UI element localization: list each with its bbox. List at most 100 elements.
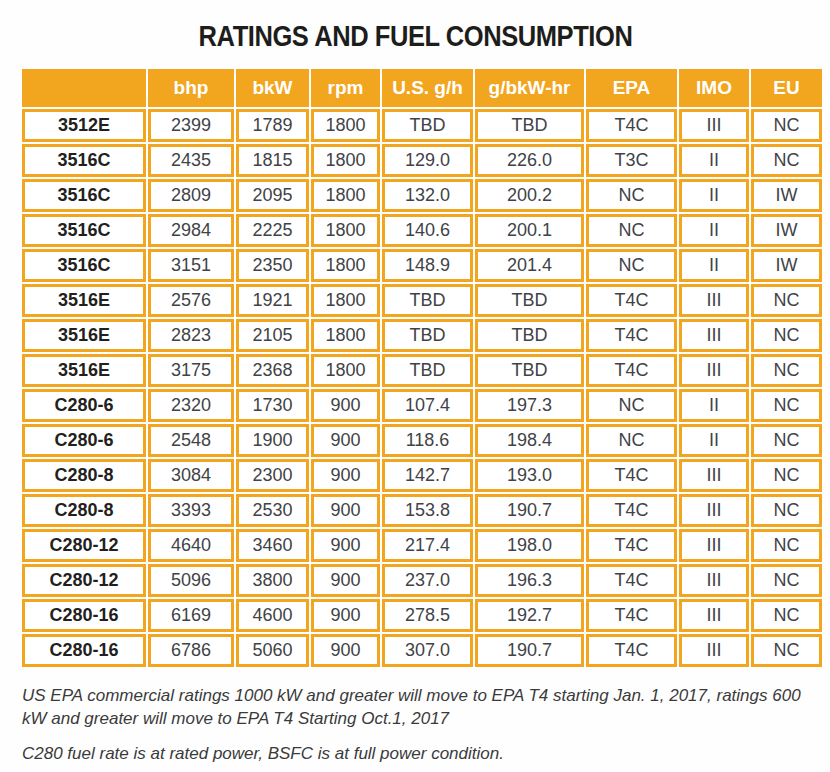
value-cell: NC bbox=[751, 389, 822, 422]
value-cell: 3800 bbox=[236, 564, 309, 597]
value-cell: 1800 bbox=[311, 284, 380, 317]
value-cell: NC bbox=[751, 529, 822, 562]
value-cell: NC bbox=[751, 494, 822, 527]
value-cell: T4C bbox=[586, 599, 677, 632]
table-row: 3516C243518151800129.0226.0T3CIINC bbox=[22, 144, 822, 177]
value-cell: NC bbox=[751, 354, 822, 387]
value-cell: IW bbox=[751, 179, 822, 212]
value-cell: 2576 bbox=[148, 284, 234, 317]
table-header-row: bhp bkW rpm U.S. g/h g/bkW-hr EPA IMO EU bbox=[22, 69, 822, 107]
value-cell: 1730 bbox=[236, 389, 309, 422]
model-cell: 3516C bbox=[22, 179, 146, 212]
value-cell: 1800 bbox=[311, 354, 380, 387]
table-row: 3516C315123501800148.9201.4NCIIIW bbox=[22, 249, 822, 282]
value-cell: III bbox=[679, 634, 749, 667]
value-cell: 1789 bbox=[236, 109, 309, 142]
value-cell: 900 bbox=[311, 529, 380, 562]
value-cell: TBD bbox=[475, 109, 584, 142]
value-cell: 142.7 bbox=[382, 459, 473, 492]
model-cell: 3512E bbox=[22, 109, 146, 142]
value-cell: NC bbox=[751, 319, 822, 352]
value-cell: 2105 bbox=[236, 319, 309, 352]
value-cell: 1815 bbox=[236, 144, 309, 177]
value-cell: NC bbox=[586, 214, 677, 247]
value-cell: 200.1 bbox=[475, 214, 584, 247]
value-cell: 1800 bbox=[311, 214, 380, 247]
model-cell: 3516E bbox=[22, 354, 146, 387]
value-cell: 6169 bbox=[148, 599, 234, 632]
value-cell: 2548 bbox=[148, 424, 234, 457]
model-cell: C280-12 bbox=[22, 564, 146, 597]
table-row: C280-833932530900153.8190.7T4CIIINC bbox=[22, 494, 822, 527]
value-cell: 132.0 bbox=[382, 179, 473, 212]
column-header-g-bkw-hr: g/bkW-hr bbox=[475, 69, 584, 107]
value-cell: III bbox=[679, 319, 749, 352]
value-cell: 193.0 bbox=[475, 459, 584, 492]
value-cell: NC bbox=[751, 564, 822, 597]
value-cell: 900 bbox=[311, 459, 380, 492]
table-row: 3516C280920951800132.0200.2NCIIIW bbox=[22, 179, 822, 212]
value-cell: 129.0 bbox=[382, 144, 473, 177]
value-cell: 1800 bbox=[311, 179, 380, 212]
model-cell: C280-16 bbox=[22, 599, 146, 632]
value-cell: III bbox=[679, 529, 749, 562]
value-cell: 196.3 bbox=[475, 564, 584, 597]
value-cell: 2320 bbox=[148, 389, 234, 422]
value-cell: II bbox=[679, 179, 749, 212]
value-cell: 3460 bbox=[236, 529, 309, 562]
column-header-us-gh: U.S. g/h bbox=[382, 69, 473, 107]
value-cell: 1800 bbox=[311, 249, 380, 282]
column-header-epa: EPA bbox=[586, 69, 677, 107]
model-cell: 3516C bbox=[22, 144, 146, 177]
value-cell: III bbox=[679, 494, 749, 527]
value-cell: 900 bbox=[311, 424, 380, 457]
value-cell: 1800 bbox=[311, 144, 380, 177]
value-cell: 3151 bbox=[148, 249, 234, 282]
value-cell: II bbox=[679, 389, 749, 422]
value-cell: NC bbox=[586, 389, 677, 422]
value-cell: NC bbox=[586, 249, 677, 282]
value-cell: TBD bbox=[382, 284, 473, 317]
value-cell: 1800 bbox=[311, 319, 380, 352]
value-cell: IW bbox=[751, 249, 822, 282]
value-cell: T4C bbox=[586, 109, 677, 142]
value-cell: 3393 bbox=[148, 494, 234, 527]
model-cell: C280-6 bbox=[22, 424, 146, 457]
value-cell: 2823 bbox=[148, 319, 234, 352]
value-cell: 217.4 bbox=[382, 529, 473, 562]
footnote-c280-fuel-rate: C280 fuel rate is at rated power, BSFC i… bbox=[22, 743, 814, 766]
model-cell: C280-8 bbox=[22, 459, 146, 492]
value-cell: 2809 bbox=[148, 179, 234, 212]
value-cell: T4C bbox=[586, 459, 677, 492]
value-cell: NC bbox=[751, 109, 822, 142]
value-cell: T4C bbox=[586, 634, 677, 667]
value-cell: 198.4 bbox=[475, 424, 584, 457]
column-header-imo: IMO bbox=[679, 69, 749, 107]
value-cell: NC bbox=[751, 424, 822, 457]
value-cell: 201.4 bbox=[475, 249, 584, 282]
value-cell: III bbox=[679, 109, 749, 142]
ratings-fuel-consumption-table: bhp bkW rpm U.S. g/h g/bkW-hr EPA IMO EU… bbox=[20, 67, 824, 669]
value-cell: T4C bbox=[586, 354, 677, 387]
value-cell: T4C bbox=[586, 564, 677, 597]
table-row: 3516E257619211800TBDTBDT4CIIINC bbox=[22, 284, 822, 317]
value-cell: NC bbox=[586, 424, 677, 457]
value-cell: 198.0 bbox=[475, 529, 584, 562]
table-row: C280-625481900900118.6198.4NCIINC bbox=[22, 424, 822, 457]
value-cell: T4C bbox=[586, 319, 677, 352]
value-cell: 118.6 bbox=[382, 424, 473, 457]
table-row: C280-623201730900107.4197.3NCIINC bbox=[22, 389, 822, 422]
footnote-epa-ratings: US EPA commercial ratings 1000 kW and gr… bbox=[22, 685, 814, 731]
value-cell: 900 bbox=[311, 599, 380, 632]
model-cell: 3516E bbox=[22, 319, 146, 352]
value-cell: 197.3 bbox=[475, 389, 584, 422]
value-cell: NC bbox=[751, 144, 822, 177]
table-row: 3516E317523681800TBDTBDT4CIIINC bbox=[22, 354, 822, 387]
value-cell: 1800 bbox=[311, 109, 380, 142]
value-cell: TBD bbox=[382, 109, 473, 142]
table-row: C280-1661694600900278.5192.7T4CIIINC bbox=[22, 599, 822, 632]
value-cell: 192.7 bbox=[475, 599, 584, 632]
value-cell: 2225 bbox=[236, 214, 309, 247]
value-cell: 3175 bbox=[148, 354, 234, 387]
value-cell: NC bbox=[751, 459, 822, 492]
